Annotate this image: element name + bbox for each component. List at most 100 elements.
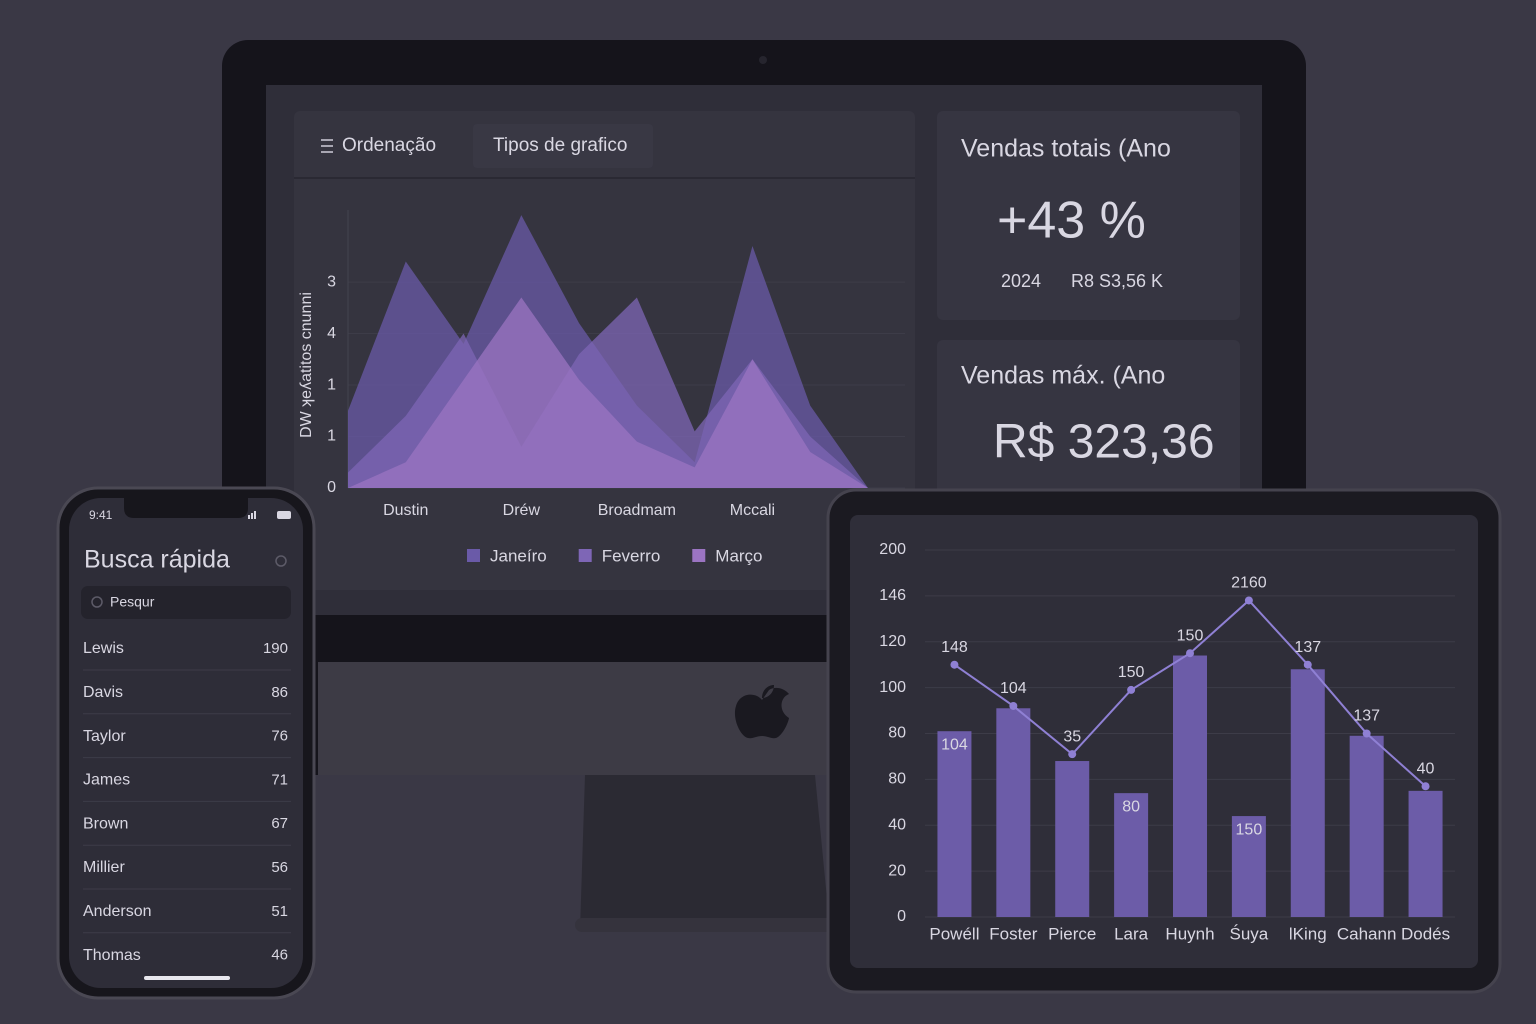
row-value: 86 [271, 684, 288, 701]
legend: Janeíro Feverro Março [467, 546, 763, 565]
point-label: 35 [1063, 728, 1081, 745]
x-tick-label: Śuya [1230, 924, 1269, 943]
kpi-year: 2024 [1001, 271, 1041, 291]
y-tick-label: 80 [888, 725, 906, 742]
row-value: 46 [271, 947, 288, 964]
row-name: Millier [83, 859, 125, 876]
y-axis-label: DW ʞeʎatitos cnunni [298, 292, 315, 438]
line-point [1186, 649, 1194, 658]
kpi-detail: R8 S3,56 K [1071, 271, 1163, 291]
row-name: James [83, 772, 130, 789]
search-icon[interactable] [275, 555, 287, 567]
menu-icon [321, 139, 333, 153]
menu-button[interactable]: Ordenação [342, 135, 436, 156]
area-chart: 0 1 1 4 3 Dustin Dréw Broadmam Mccali [327, 210, 905, 519]
y-tick-label: 0 [327, 479, 336, 496]
home-indicator [144, 976, 230, 980]
legend-label: Janeíro [490, 546, 547, 565]
point-label: 137 [1353, 708, 1380, 725]
bar-chart: 0 20 40 80 80 100 120 146 200 Powéll Foster Pierce L… [879, 541, 1455, 943]
x-tick-label: Dodés [1401, 924, 1450, 943]
bar-label: 80 [1122, 798, 1140, 815]
bar-label: 104 [941, 736, 968, 753]
logo [734, 685, 789, 739]
search-glyph [91, 596, 103, 608]
x-tick-label: Broadmam [598, 502, 676, 519]
line-point [1244, 596, 1253, 605]
area [348, 297, 868, 488]
y-tick-label: 120 [879, 633, 906, 650]
y-tick-label: 1 [327, 376, 336, 393]
line-point [950, 660, 959, 669]
y-tick-label: 146 [879, 587, 906, 604]
x-tick-label: Lara [1114, 924, 1149, 943]
bar [1290, 669, 1325, 917]
row-value: 76 [271, 728, 288, 745]
search-field[interactable] [81, 586, 291, 619]
point-label: 2160 [1231, 575, 1267, 592]
kpi-card [937, 340, 1240, 500]
camera [759, 56, 767, 64]
point-label: 104 [1000, 680, 1027, 697]
x-tick-label: Pierce [1048, 924, 1096, 943]
row-value: 190 [263, 640, 288, 657]
kpi-title: Vendas totais (Ano [961, 135, 1171, 163]
status-icons [248, 511, 291, 519]
y-tick-label: 80 [888, 771, 906, 788]
line-point [1362, 729, 1371, 738]
status-time: 9:41 [89, 508, 113, 522]
y-tick-label: 20 [888, 862, 906, 879]
row-name: Lewis [83, 640, 124, 657]
row-value: 71 [271, 771, 288, 788]
y-tick-label: 100 [879, 679, 906, 696]
bar [1349, 735, 1384, 917]
line-point [1127, 685, 1136, 694]
kpi-card [937, 111, 1240, 320]
row-name: Thomas [83, 947, 141, 964]
row-name: Anderson [83, 903, 152, 920]
bar [1231, 816, 1266, 917]
tab-background [473, 124, 653, 168]
x-tick-label: Dréw [503, 502, 541, 519]
legend-label: Março [715, 546, 762, 565]
x-tick-label: Mccali [730, 502, 775, 519]
x-tick-label: lKing [1289, 924, 1327, 943]
row-value: 67 [271, 815, 288, 832]
bar [937, 731, 972, 917]
point-label: 40 [1417, 760, 1435, 777]
x-tick-label: Foster [989, 924, 1038, 943]
point-label: 148 [941, 639, 968, 656]
list: Lewis 190 Davis 86 Taylor 76 James 71 Brown 67 Mil… [83, 640, 291, 964]
tablet: 0 20 40 80 80 100 120 146 200 Powéll Foster Pierce L… [826, 488, 1502, 994]
phone-screen [69, 498, 303, 988]
stand [580, 775, 830, 930]
y-tick-label: 4 [327, 325, 336, 342]
bar [1114, 793, 1149, 917]
x-tick-label: Powéll [929, 924, 979, 943]
legend-label: Feverro [602, 546, 661, 565]
row-name: Taylor [83, 728, 126, 745]
legend-swatch [692, 549, 706, 562]
line-point [1303, 660, 1312, 669]
y-tick-label: 0 [897, 908, 906, 925]
bar [1408, 790, 1443, 917]
legend-swatch [578, 549, 592, 562]
search-placeholder[interactable]: Pesqur [110, 594, 155, 610]
point-label: 137 [1294, 639, 1321, 656]
bar-label: 150 [1236, 821, 1263, 838]
x-tick-label: Cahann [1337, 924, 1397, 943]
tab-button[interactable]: Tipos de grafico [493, 135, 627, 156]
y-tick-label: 200 [879, 541, 906, 558]
x-tick-label: Dustin [383, 502, 428, 519]
legend-swatch [467, 549, 480, 562]
phone-title: Busca rápida [84, 546, 230, 574]
row-value: 56 [271, 859, 288, 876]
stand-base [575, 918, 835, 932]
line-point [1421, 782, 1430, 791]
y-tick-label: 1 [327, 428, 336, 445]
bar [1055, 761, 1090, 917]
line-point [1068, 750, 1077, 759]
row-name: Davis [83, 684, 123, 701]
row-value: 51 [271, 903, 288, 920]
